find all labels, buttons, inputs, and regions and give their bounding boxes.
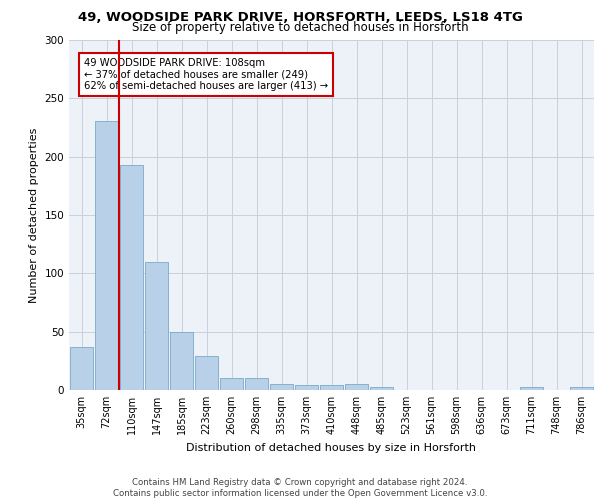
Bar — [70, 347, 93, 390]
Text: 49, WOODSIDE PARK DRIVE, HORSFORTH, LEEDS, LS18 4TG: 49, WOODSIDE PARK DRIVE, HORSFORTH, LEED… — [77, 11, 523, 24]
Bar — [170, 332, 193, 390]
Bar — [345, 384, 368, 390]
Bar — [195, 356, 218, 390]
Bar — [570, 386, 593, 390]
Bar — [220, 378, 243, 390]
Bar — [120, 165, 143, 390]
Bar — [145, 262, 168, 390]
Text: Contains HM Land Registry data © Crown copyright and database right 2024.
Contai: Contains HM Land Registry data © Crown c… — [113, 478, 487, 498]
Bar — [295, 386, 318, 390]
Y-axis label: Number of detached properties: Number of detached properties — [29, 128, 39, 302]
X-axis label: Distribution of detached houses by size in Horsforth: Distribution of detached houses by size … — [187, 442, 476, 452]
Text: Size of property relative to detached houses in Horsforth: Size of property relative to detached ho… — [131, 22, 469, 35]
Text: 49 WOODSIDE PARK DRIVE: 108sqm
← 37% of detached houses are smaller (249)
62% of: 49 WOODSIDE PARK DRIVE: 108sqm ← 37% of … — [83, 58, 328, 90]
Bar — [270, 384, 293, 390]
Bar — [520, 386, 543, 390]
Bar — [95, 120, 118, 390]
Bar — [320, 386, 343, 390]
Bar — [245, 378, 268, 390]
Bar — [370, 386, 393, 390]
